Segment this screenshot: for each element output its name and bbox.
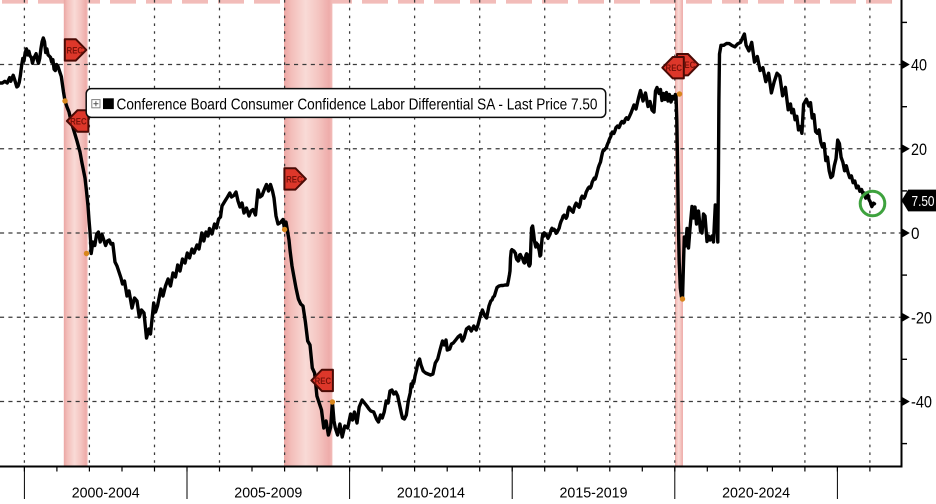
svg-text:Conference Board Consumer Conf: Conference Board Consumer Confidence Lab… bbox=[117, 97, 598, 114]
svg-text:REC: REC bbox=[286, 174, 303, 185]
svg-text:REC: REC bbox=[70, 116, 87, 127]
svg-text:2020-2024: 2020-2024 bbox=[722, 485, 790, 500]
svg-text:-20: -20 bbox=[911, 308, 932, 327]
svg-text:2000-2004: 2000-2004 bbox=[72, 485, 140, 500]
svg-text:REC: REC bbox=[315, 376, 332, 387]
svg-text:REC: REC bbox=[67, 45, 84, 56]
svg-text:2010-2014: 2010-2014 bbox=[397, 485, 465, 500]
svg-text:20: 20 bbox=[911, 140, 927, 159]
svg-text:-40: -40 bbox=[911, 393, 932, 412]
svg-text:7.50: 7.50 bbox=[912, 193, 935, 210]
svg-text:REC: REC bbox=[666, 63, 683, 74]
svg-text:2015-2019: 2015-2019 bbox=[560, 485, 628, 500]
svg-text:40: 40 bbox=[911, 56, 927, 75]
svg-text:2005-2009: 2005-2009 bbox=[234, 485, 302, 500]
svg-text:0: 0 bbox=[911, 224, 920, 243]
